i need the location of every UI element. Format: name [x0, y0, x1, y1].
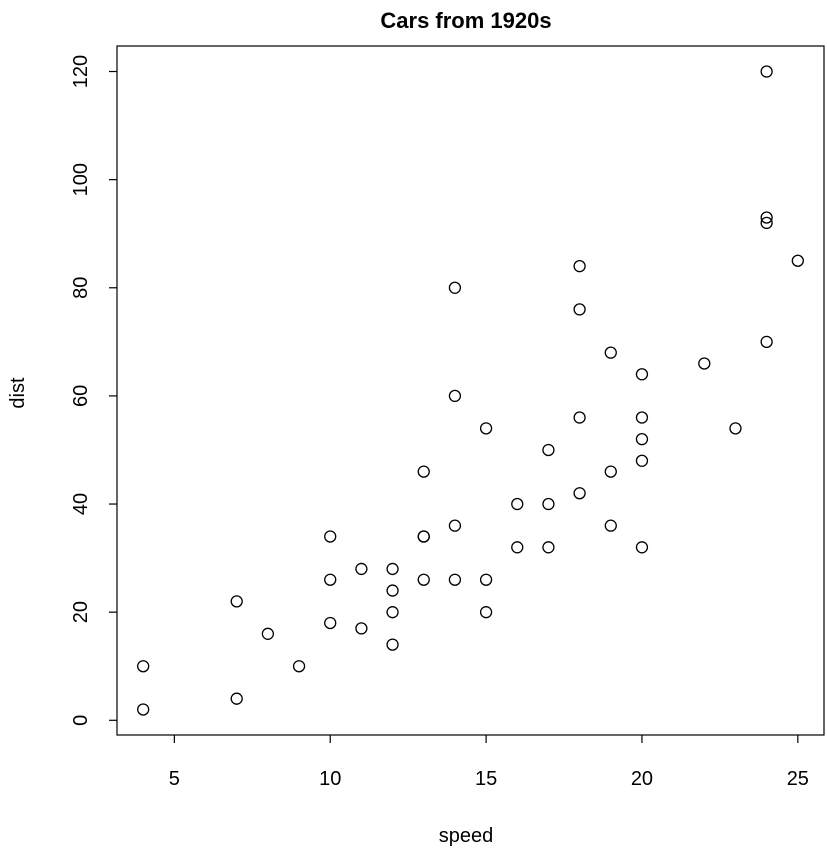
x-axis: 5 10 15 20 25: [169, 735, 809, 790]
data-point: [261, 627, 275, 640]
data-point: [386, 562, 399, 576]
data-point: [604, 465, 617, 478]
y-axis: 0 20 40 60 80 100 120: [70, 55, 117, 726]
data-point: [573, 487, 586, 500]
data-point: [635, 541, 649, 554]
data-point: [573, 303, 586, 316]
data-point: [791, 254, 804, 267]
data-point: [386, 584, 399, 597]
x-tick-label: 5: [169, 768, 180, 790]
data-point: [137, 703, 150, 716]
data-point: [448, 519, 462, 532]
data-point: [324, 616, 337, 630]
data-point: [386, 638, 399, 651]
y-tick-label: 40: [70, 493, 92, 515]
data-point: [635, 433, 649, 446]
data-point: [324, 573, 337, 586]
data-point: [355, 562, 368, 576]
data-point: [230, 595, 243, 608]
x-axis-label: speed: [439, 825, 494, 847]
data-point: [511, 497, 524, 511]
data-point: [448, 389, 462, 403]
data-point: [604, 519, 617, 532]
data-point: [511, 541, 524, 554]
data-point: [542, 541, 555, 554]
data-point: [635, 454, 649, 467]
data-point: [292, 660, 306, 673]
x-tick-label: 20: [631, 768, 653, 790]
data-point: [573, 411, 586, 424]
data-point: [604, 346, 617, 359]
y-tick-label: 120: [70, 55, 92, 88]
y-tick-label: 80: [70, 277, 92, 299]
y-tick-label: 60: [70, 385, 92, 407]
x-tick-label: 15: [475, 768, 497, 790]
y-tick-label: 100: [70, 163, 92, 196]
data-point: [355, 622, 368, 635]
data-point: [417, 530, 430, 543]
data-points: [137, 65, 804, 716]
x-tick-label: 25: [787, 768, 809, 790]
data-point: [729, 422, 742, 435]
data-point: [760, 211, 773, 224]
data-point: [542, 443, 555, 457]
data-point: [386, 606, 399, 619]
data-point: [760, 65, 773, 78]
data-point: [448, 281, 462, 294]
data-point: [760, 335, 773, 348]
data-point: [230, 692, 243, 705]
data-point: [542, 497, 555, 511]
chart-title: Cars from 1920s: [380, 8, 551, 33]
data-point: [698, 357, 711, 370]
data-point: [760, 216, 773, 230]
data-point: [479, 422, 493, 435]
y-tick-label: 0: [70, 715, 92, 726]
data-point: [479, 606, 493, 619]
data-point: [417, 465, 430, 478]
data-point: [573, 260, 586, 273]
data-point: [417, 573, 430, 586]
y-axis-label: dist: [7, 377, 29, 409]
data-point: [635, 368, 649, 381]
data-point: [137, 660, 150, 673]
data-point: [479, 573, 493, 586]
data-point: [324, 530, 337, 543]
plot-frame: [116, 45, 825, 736]
y-tick-label: 20: [70, 601, 92, 623]
data-point: [635, 411, 649, 424]
x-tick-label: 10: [319, 768, 341, 790]
data-point: [448, 573, 462, 586]
